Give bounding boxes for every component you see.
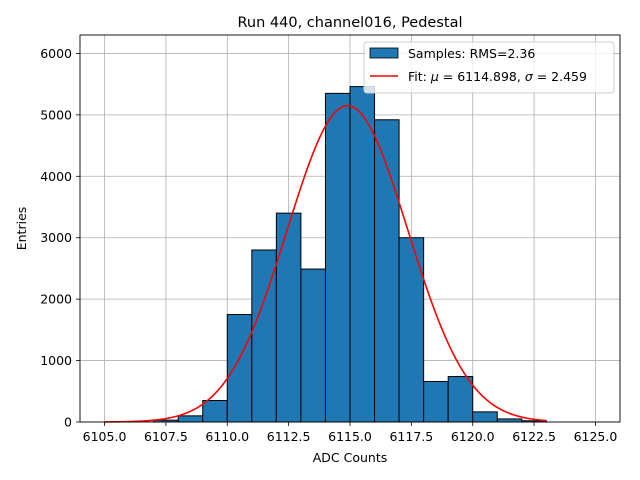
x-tick-label: 6115.0	[328, 429, 372, 444]
x-tick-label: 6110.0	[205, 429, 249, 444]
y-tick-label: 6000	[40, 46, 72, 61]
y-tick-label: 5000	[40, 107, 72, 122]
gaussian-fit-curve	[104, 104, 547, 423]
legend-box	[363, 41, 615, 94]
chart-title: Run 440, channel016, Pedestal	[237, 15, 462, 31]
y-axis-ticks: 0 1000 2000 3000 4000 5000 6000	[40, 46, 80, 430]
histogram-bar	[275, 212, 302, 423]
legend-fit-sigma-symbol: σ	[525, 69, 534, 84]
legend-fit-label: Fit: μ = 6114.898, σ = 2.459	[408, 69, 587, 84]
histogram-bar	[447, 376, 474, 423]
histogram-bar	[300, 268, 326, 423]
legend-fit-mu-value: = 6114.898,	[439, 69, 525, 84]
legend: Samples: RMS=2.36 Fit: μ = 6114.898, σ =…	[363, 41, 615, 94]
histogram-bar	[398, 237, 425, 423]
legend-fit-sigma-value: = 2.459	[533, 69, 587, 84]
x-axis-ticks: 6105.0 6107.5 6110.0 6112.5 6115.0 6117.5 6120…	[83, 422, 618, 444]
x-tick-label: 6112.5	[267, 429, 311, 444]
y-tick-label: 3000	[40, 230, 72, 245]
histogram-bar	[496, 418, 523, 423]
y-tick-label: 2000	[40, 292, 72, 307]
y-tick-label: 0	[64, 415, 72, 430]
histogram-bar	[472, 411, 498, 423]
histogram-bar	[202, 400, 228, 423]
y-axis-label: Entries	[14, 207, 29, 251]
legend-fit-prefix: Fit:	[408, 69, 431, 84]
y-tick-label: 4000	[40, 169, 72, 184]
legend-fit-mu-symbol: μ	[430, 69, 439, 84]
histogram-bar	[374, 119, 400, 423]
histogram-bar	[177, 415, 204, 423]
x-tick-label: 6120.0	[451, 429, 495, 444]
x-tick-label: 6125.0	[574, 429, 618, 444]
histogram-bar	[251, 249, 277, 423]
y-tick-label: 1000	[40, 353, 72, 368]
x-tick-label: 6107.5	[144, 429, 188, 444]
legend-histogram-swatch	[369, 47, 399, 59]
histogram-bar	[349, 86, 376, 423]
x-axis-label: ADC Counts	[313, 450, 388, 465]
x-tick-label: 6122.5	[512, 429, 556, 444]
x-tick-label: 6105.0	[83, 429, 127, 444]
histogram-bar	[423, 380, 449, 423]
x-tick-label: 6117.5	[389, 429, 433, 444]
histogram-bars	[153, 86, 547, 423]
histogram-bar	[226, 314, 253, 423]
histogram-bar	[324, 92, 351, 423]
legend-histogram-label: Samples: RMS=2.36	[408, 46, 535, 61]
